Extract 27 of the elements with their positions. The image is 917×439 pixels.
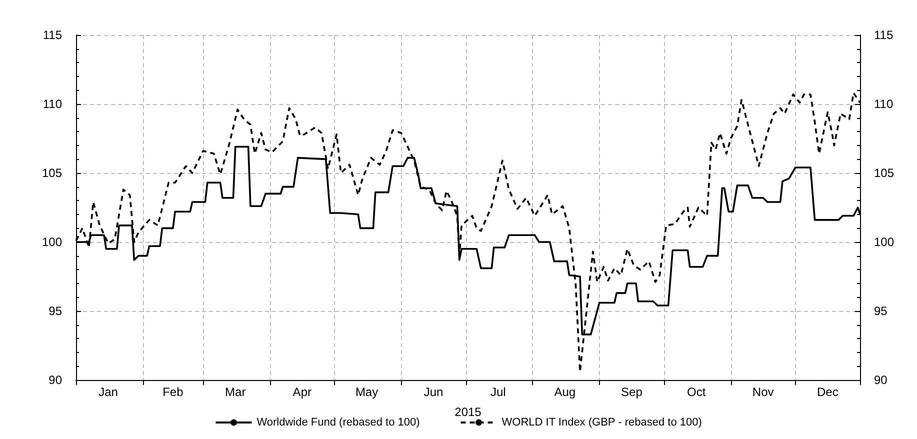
x-tick-label: Jun xyxy=(424,385,444,399)
y2-tick-label: 115 xyxy=(874,28,894,42)
y-tick-label: 105 xyxy=(42,166,62,180)
y-tick-label: 110 xyxy=(42,97,62,111)
legend-label: WORLD IT Index (GBP - rebased to 100) xyxy=(502,416,702,428)
legend-label: Worldwide Fund (rebased to 100) xyxy=(256,416,420,428)
y2-tick-label: 105 xyxy=(874,166,894,180)
y-tick-label: 115 xyxy=(42,28,62,42)
x-axis-title: 2015 xyxy=(454,405,482,419)
y2-tick-label: 90 xyxy=(874,373,888,387)
x-tick-label: Dec xyxy=(817,385,838,399)
x-tick-label: Oct xyxy=(686,385,706,399)
y2-tick-label: 110 xyxy=(874,97,894,111)
x-tick-label: Apr xyxy=(292,385,312,399)
x-tick-label: Jan xyxy=(98,385,118,399)
y-tick-label: 95 xyxy=(48,304,62,318)
x-tick-label: Aug xyxy=(554,385,576,399)
x-tick-label: Mar xyxy=(225,385,246,399)
x-tick-label: Sep xyxy=(621,385,643,399)
y2-tick-label: 95 xyxy=(874,304,888,318)
x-tick-label: May xyxy=(355,385,378,399)
x-tick-label: Nov xyxy=(752,385,774,399)
x-tick-label: Feb xyxy=(162,385,184,399)
x-tick-label: Jul xyxy=(490,385,506,399)
y2-tick-label: 100 xyxy=(874,235,894,249)
y-tick-label: 90 xyxy=(48,373,62,387)
y-tick-label: 100 xyxy=(42,235,62,249)
